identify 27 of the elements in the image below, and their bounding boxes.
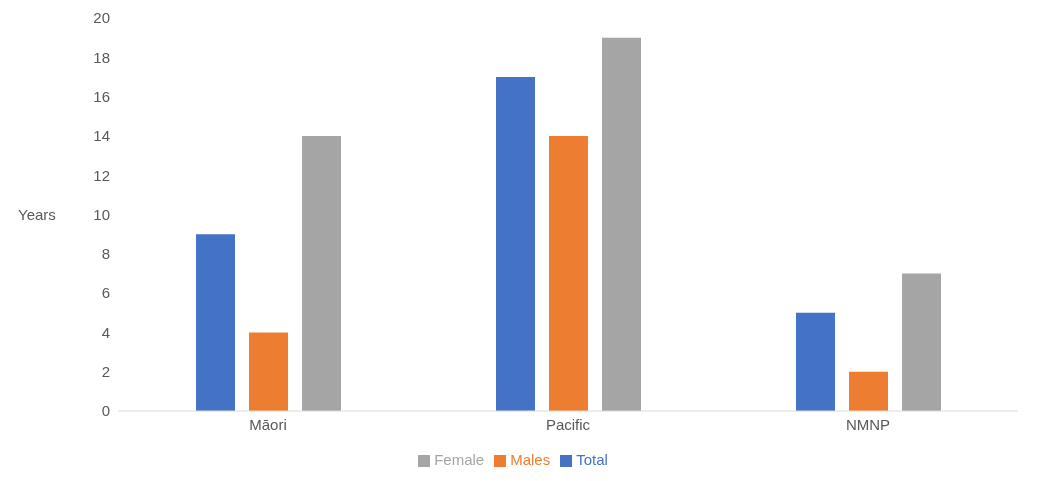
bar [196,234,235,411]
y-tick-label: 8 [101,245,110,263]
y-tick-label: 10 [93,205,110,223]
bar [796,312,835,411]
y-tick-label: 20 [93,9,110,27]
legend-label: Total [576,451,608,468]
bar [602,37,641,411]
bar [249,332,288,411]
x-tick-label: NMNP [845,415,891,433]
y-tick-label: 6 [101,284,110,302]
y-tick-label: 16 [93,87,110,105]
y-tick-label: 18 [93,48,110,66]
bar [496,76,535,411]
bar [549,135,588,411]
y-tick-label: 12 [93,166,110,184]
legend-label: Males [510,451,551,468]
y-tick-label: 4 [101,323,110,341]
legend-label: Female [434,451,485,468]
x-tick-label: Māori [249,415,287,433]
x-tick-label: Pacific [545,415,591,433]
bar [849,371,888,411]
y-axis-title: Years [18,205,56,223]
bar [302,135,341,411]
y-tick-label: 14 [93,127,110,145]
bar [902,273,941,411]
y-tick-label: 2 [101,363,110,381]
y-tick-label: 0 [101,402,110,420]
